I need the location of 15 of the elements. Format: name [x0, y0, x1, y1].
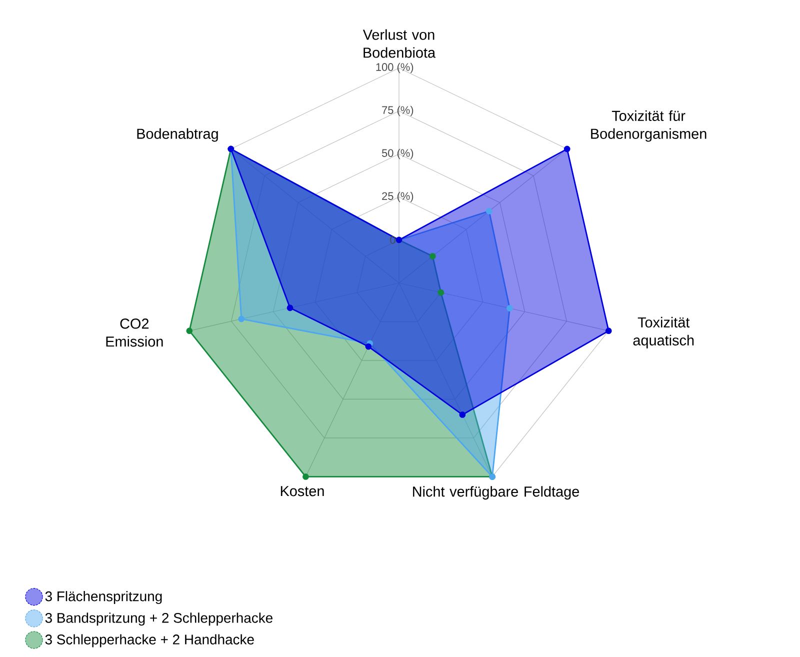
spoke-label: Kosten	[280, 486, 324, 496]
y-tick-label: 50 (%)	[382, 148, 414, 160]
legend-label: 3 Schlepperhacke + 2 Handhacke	[45, 634, 254, 648]
spoke-label: Bodenabtrag	[137, 128, 218, 142]
spoke-label: Verlust von Bodenbiota	[362, 29, 436, 58]
spoke-label: Nicht verfügbare Feldtage	[413, 486, 579, 500]
y-tick-label: 25 (%)	[382, 192, 414, 202]
spoke-label: Toxizität aquatisch	[633, 316, 694, 348]
y-tick-label: 0	[390, 236, 396, 244]
y-tick-label: 75 (%)	[382, 106, 414, 116]
y-tick-label: 100 (%)	[376, 62, 414, 74]
spoke-label: CO2 Emission	[106, 318, 163, 347]
legend-label: 3 Flächenspritzung	[45, 591, 162, 604]
legend-label: 3 Bandspritzung + 2 Schlepperhacke	[45, 612, 272, 626]
spoke-label: Toxizität für Bodenorganismen	[591, 110, 706, 142]
